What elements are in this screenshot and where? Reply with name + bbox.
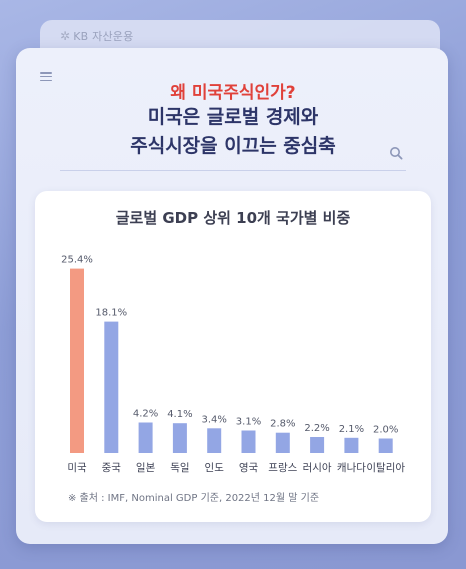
headline-main: 미국은 글로벌 경제와 주식시장을 이끄는 중심축 bbox=[60, 103, 406, 161]
bar-5 bbox=[241, 430, 256, 453]
bar-chart: 25.4% 미국 18.1% 중국 4.2% 일본 4.1% 독일 3.4% 인도 3.1% 영국 2.… bbox=[61, 255, 405, 474]
headline-question: 왜 미국주식인가? bbox=[170, 83, 296, 103]
category-label-0: 미국 bbox=[67, 462, 87, 474]
kb-star-icon: ✲ bbox=[60, 29, 71, 43]
chart-title: 글로벌 GDP 상위 10개 국가별 비중 bbox=[115, 209, 351, 227]
bar-9 bbox=[378, 438, 393, 453]
bar-8 bbox=[344, 437, 359, 453]
headline-line-1: 미국은 글로벌 경제와 bbox=[147, 106, 319, 128]
value-label-7: 2.2% bbox=[304, 423, 329, 434]
value-label-0: 25.4% bbox=[61, 255, 93, 266]
category-label-5: 영국 bbox=[239, 462, 259, 474]
source-note: ※ 출처 : IMF, Nominal GDP 기준, 2022년 12월 말 … bbox=[68, 493, 320, 504]
brand-name: KB 자산운용 bbox=[73, 30, 134, 43]
search-icon[interactable] bbox=[389, 146, 403, 160]
value-label-8: 2.1% bbox=[339, 424, 364, 435]
header-divider bbox=[60, 170, 406, 171]
bar-0 bbox=[70, 268, 84, 453]
category-label-3: 독일 bbox=[170, 461, 189, 474]
category-label-7: 러시아 bbox=[303, 462, 332, 474]
headline-line-2: 주식시장을 이끄는 중심축 bbox=[130, 135, 336, 157]
value-label-2: 4.2% bbox=[133, 409, 158, 420]
value-label-5: 3.1% bbox=[236, 417, 261, 428]
bar-2 bbox=[138, 422, 153, 453]
category-label-8: 캐나다 bbox=[337, 462, 366, 474]
bar-1 bbox=[104, 321, 119, 453]
bar-6 bbox=[275, 432, 290, 453]
value-label-6: 2.8% bbox=[270, 419, 295, 430]
category-label-1: 중국 bbox=[102, 462, 122, 474]
category-label-4: 인도 bbox=[205, 462, 225, 474]
brand-logo: ✲ KB 자산운용 bbox=[60, 28, 133, 44]
chart-card bbox=[35, 191, 431, 522]
bar-3 bbox=[172, 423, 187, 453]
category-label-2: 일본 bbox=[136, 461, 156, 474]
value-label-1: 18.1% bbox=[95, 308, 127, 319]
category-label-9: 이탈리아 bbox=[366, 461, 405, 474]
value-label-3: 4.1% bbox=[167, 409, 192, 420]
bar-7 bbox=[310, 437, 325, 453]
hamburger-menu-icon[interactable] bbox=[40, 72, 52, 82]
category-label-6: 프랑스 bbox=[268, 462, 297, 474]
value-label-9: 2.0% bbox=[373, 425, 398, 436]
bar-4 bbox=[207, 428, 222, 453]
value-label-4: 3.4% bbox=[201, 414, 226, 425]
